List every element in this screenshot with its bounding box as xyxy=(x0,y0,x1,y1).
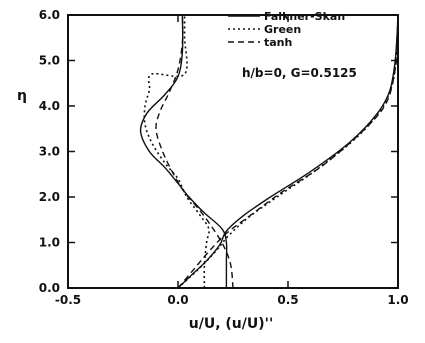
series-layer xyxy=(139,14,399,289)
y-tick-label: 0.0 xyxy=(39,281,60,295)
y-tick-label: 2.0 xyxy=(39,190,60,204)
parameter-annotation: h/b=0, G=0.5125 xyxy=(242,66,357,80)
series-line-green-2 xyxy=(143,15,210,289)
y-tick-label: 6.0 xyxy=(39,8,60,22)
y-axis-label: η xyxy=(17,88,27,104)
legend-label-tanh: tanh xyxy=(264,36,292,49)
series-line-tanh-2 xyxy=(155,14,234,289)
legend-label-green: Green xyxy=(264,23,301,36)
series-line-tanh-1 xyxy=(177,14,399,289)
x-tick-label: 0.5 xyxy=(277,293,298,307)
legend-label-falkner-skan: Falkner-Skan xyxy=(264,10,345,23)
legend: Falkner-Skan Green tanh xyxy=(228,10,345,49)
plot-frame xyxy=(67,14,399,289)
series-line-falkner-skan-1 xyxy=(177,14,399,289)
ticks: -0.5 0.0 0.5 1.00.01.02.03.04.05.06.0 xyxy=(39,8,409,307)
x-tick-label: 1.0 xyxy=(387,293,408,307)
x-tick-label: -0.5 xyxy=(55,293,81,307)
y-tick-label: 5.0 xyxy=(39,54,60,68)
y-tick-label: 3.0 xyxy=(39,145,60,159)
x-axis-label: u/U, (u/U)'' xyxy=(189,316,273,332)
series-line-green-1 xyxy=(177,14,399,289)
x-tick-label: 0.0 xyxy=(167,293,188,307)
y-tick-label: 4.0 xyxy=(39,99,60,113)
y-tick-label: 1.0 xyxy=(39,236,60,250)
series-line-falkner-skan-2 xyxy=(139,14,228,288)
